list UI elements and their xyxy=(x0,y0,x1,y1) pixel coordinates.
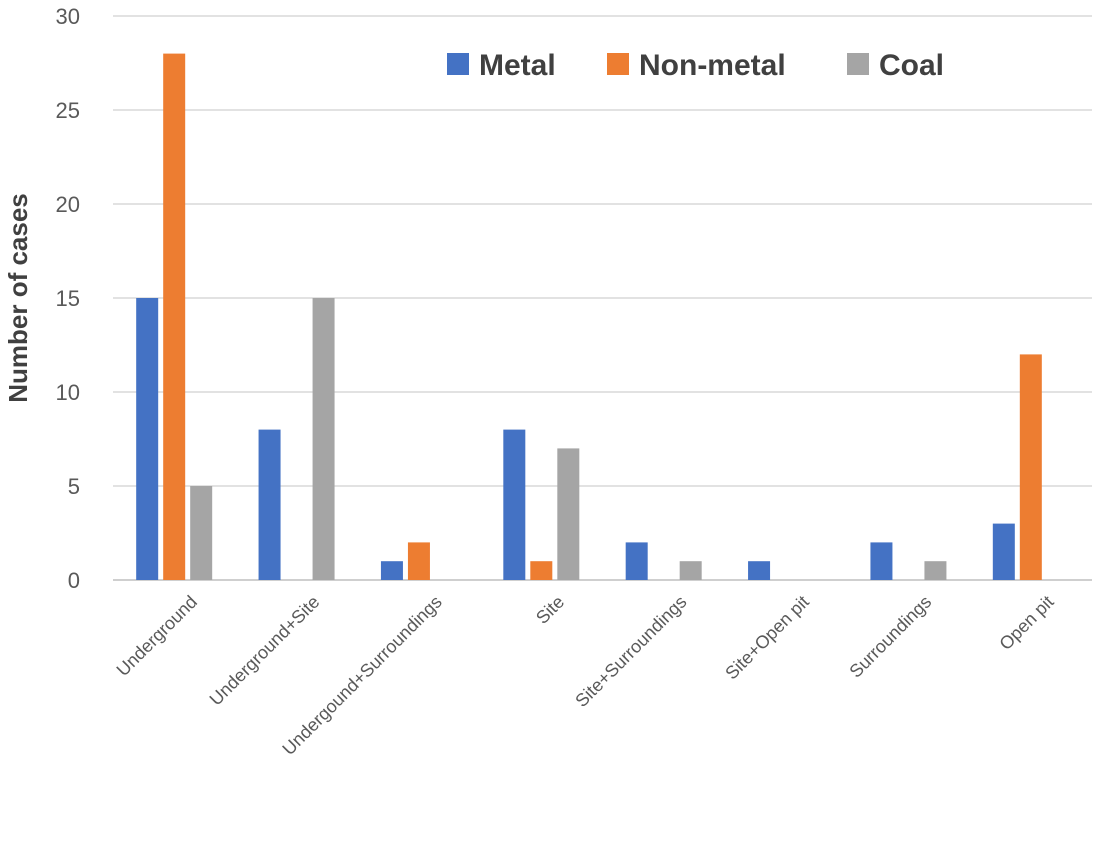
bars xyxy=(136,53,1042,581)
bar-coal-0 xyxy=(190,486,213,580)
bar-coal-3 xyxy=(557,448,580,580)
bar-metal-5 xyxy=(748,561,771,580)
y-tick-label: 0 xyxy=(68,568,80,593)
x-category-label: Site xyxy=(532,592,568,628)
legend-swatch-non-metal xyxy=(607,53,629,75)
legend: Metal Non-metal Coal xyxy=(447,49,944,82)
bar-non-metal-3 xyxy=(530,561,553,580)
y-tick-label: 30 xyxy=(56,4,80,29)
y-axis-title: Number of cases xyxy=(3,193,33,403)
bar-coal-1 xyxy=(312,298,335,580)
x-category-label: Underground+Site xyxy=(206,592,324,710)
bar-metal-6 xyxy=(870,542,893,580)
y-tick-label: 10 xyxy=(56,380,80,405)
legend-swatch-coal xyxy=(847,53,869,75)
legend-label-metal: Metal xyxy=(479,49,556,82)
legend-label-coal: Coal xyxy=(879,49,944,82)
y-tick-label: 20 xyxy=(56,192,80,217)
x-axis-categories: Underground Underground+SiteUndergound+Su… xyxy=(113,592,1058,759)
bar-metal-3 xyxy=(503,429,526,580)
bar-non-metal-7 xyxy=(1019,354,1042,580)
x-category-label: Surroundings xyxy=(845,592,935,682)
bar-non-metal-0 xyxy=(163,53,186,581)
bar-metal-2 xyxy=(380,561,403,580)
x-category-label: Underground xyxy=(113,592,201,680)
y-tick-label: 5 xyxy=(68,474,80,499)
x-category-label: Site+Surroundings xyxy=(571,592,690,711)
bar-metal-1 xyxy=(258,429,281,580)
y-tick-label: 15 xyxy=(56,286,80,311)
bar-metal-7 xyxy=(992,523,1015,580)
x-category-label: Open pit xyxy=(995,592,1057,654)
x-category-label: Site+Open pit xyxy=(721,592,813,684)
bar-metal-4 xyxy=(625,542,648,580)
y-axis-ticks: 0 5 10 15 20 25 30 xyxy=(56,4,80,593)
legend-label-non-metal: Non-metal xyxy=(639,49,786,82)
bar-coal-4 xyxy=(679,561,702,580)
y-tick-label: 25 xyxy=(56,98,80,123)
bar-coal-6 xyxy=(924,561,947,580)
legend-swatch-metal xyxy=(447,53,469,75)
bar-metal-0 xyxy=(136,298,159,580)
bar-non-metal-2 xyxy=(407,542,430,580)
